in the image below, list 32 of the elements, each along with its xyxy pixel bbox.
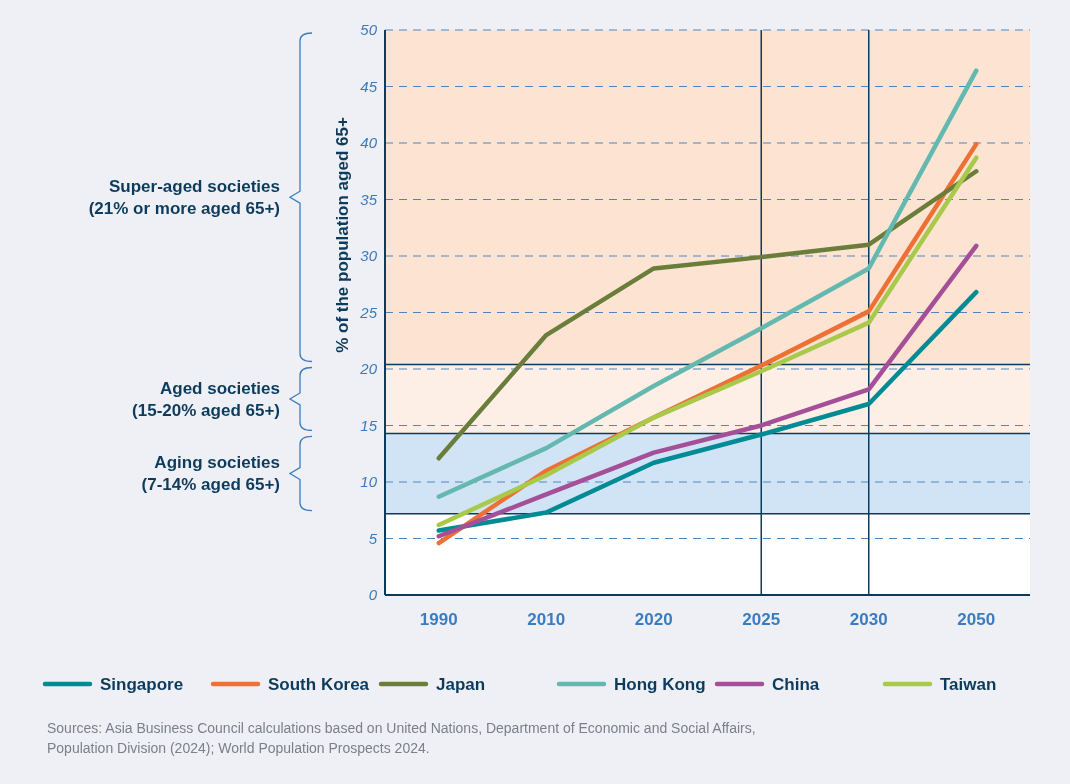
y-axis-title: % of the population aged 65+ — [333, 117, 352, 353]
y-tick-label: 10 — [360, 473, 378, 491]
text: Super-aged societies (21% or more aged 65+) — [88, 177, 280, 219]
line-series — [436, 243, 979, 539]
y-tick-label: 0 — [368, 586, 378, 604]
line-series — [436, 68, 979, 499]
legend-label: China — [772, 674, 820, 694]
y-tick-label: 35 — [360, 190, 378, 208]
x-tick-label: 2025 — [742, 610, 781, 629]
y-tick-label: 45 — [360, 77, 378, 95]
legend-label: Japan — [436, 674, 486, 694]
y-tick-label: 5 — [368, 529, 378, 547]
x-tick-label: 2030 — [849, 610, 888, 629]
x-tick-label: 2010 — [527, 610, 566, 629]
y-tick-label: 40 — [360, 134, 378, 152]
x-tick-label: 2020 — [634, 610, 673, 629]
y-tick-label: 30 — [360, 247, 378, 265]
y-tick-label: 25 — [359, 303, 378, 321]
legend-label: South Korea — [268, 674, 370, 694]
legend-label: Taiwan — [940, 674, 997, 694]
source-note: Sources: Asia Business Council calculations based on United Nations, Department of Economic and Social Affairs, Population Division (2024); World Population Prospects 2024. — [47, 720, 756, 756]
line-series — [436, 169, 979, 461]
text: Aged societies (15-20% aged 65+) — [132, 378, 280, 420]
legend-label: Singapore — [100, 674, 184, 694]
y-tick-label: 50 — [360, 21, 378, 39]
line-series — [436, 289, 979, 533]
legend-label: Hong Kong — [614, 674, 706, 694]
y-tick-label: 15 — [360, 416, 378, 434]
x-tick-label: 2050 — [957, 610, 996, 629]
text: Aging societies (7-14% aged 65+) — [141, 453, 280, 495]
y-tick-label: 20 — [359, 360, 378, 378]
x-tick-label: 1990 — [419, 610, 458, 629]
